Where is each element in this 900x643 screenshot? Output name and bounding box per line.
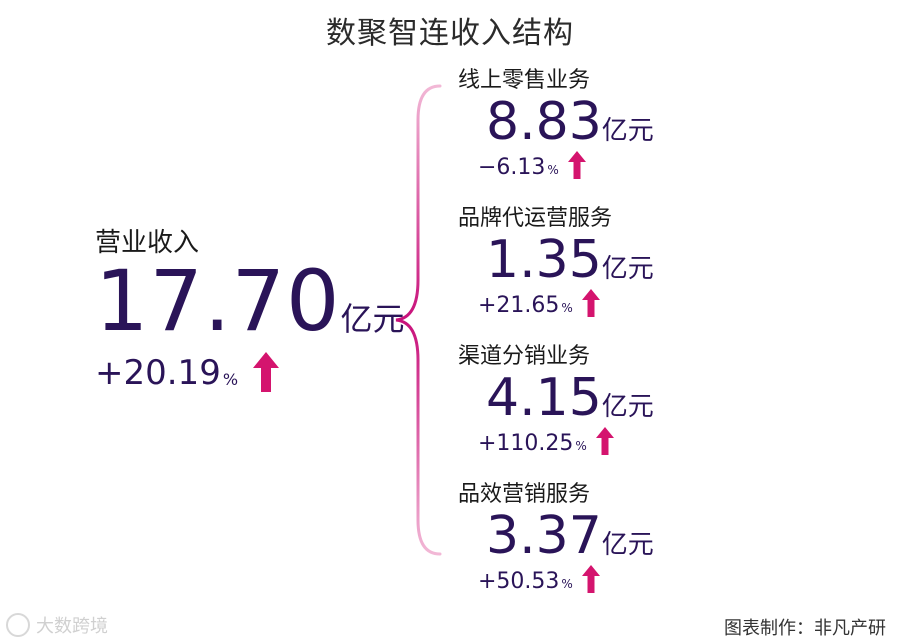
segment-value: 4.15 (486, 368, 602, 428)
segment-change-unit: % (575, 439, 587, 453)
segment-change: +110.25 (478, 431, 574, 456)
up-arrow-icon (581, 289, 600, 317)
segment-change-row: +110.25 % (478, 426, 646, 456)
up-arrow-icon (253, 352, 280, 392)
segment-label: 品效营销服务 (458, 482, 591, 507)
chart-credit: 图表制作：非凡产研 (724, 618, 886, 639)
segment-value: 1.35 (486, 230, 602, 290)
segment-change-unit: % (561, 577, 573, 591)
segment-change-row: +21.65 % (478, 288, 646, 318)
watermark: 大数跨境 (6, 612, 108, 638)
up-arrow-icon (567, 151, 586, 179)
total-value-row: 17.70亿元 (95, 259, 405, 343)
segment-change-unit: % (547, 163, 559, 177)
segment-value-row: 4.15亿元 (486, 372, 654, 424)
segment-change-row: +50.53 % (478, 564, 646, 594)
segment-online-retail: 线上零售业务 8.83亿元 −6.13 % (458, 62, 654, 180)
watermark-logo-icon (6, 613, 30, 637)
segment-unit: 亿元 (601, 530, 654, 560)
segment-brand-operation: 品牌代运营服务 1.35亿元 +21.65 % (458, 200, 654, 318)
segment-value: 3.37 (486, 506, 602, 566)
segment-change-unit: % (561, 301, 573, 315)
total-label: 营业收入 (95, 228, 200, 258)
total-change: +20.19 (95, 353, 221, 393)
segment-change: −6.13 (478, 155, 546, 180)
up-arrow-icon (595, 427, 614, 455)
total-revenue-block: 营业收入 17.70亿元 +20.19 % (95, 222, 405, 393)
curly-brace (395, 84, 442, 556)
watermark-text: 大数跨境 (36, 616, 108, 637)
segment-unit: 亿元 (601, 254, 654, 284)
segment-change: +21.65 (478, 293, 560, 318)
diagram-title: 数聚智连收入结构 (326, 16, 574, 51)
segment-label: 渠道分销业务 (458, 344, 591, 369)
total-change-row: +20.19 % (95, 351, 405, 393)
segment-label: 线上零售业务 (458, 68, 591, 93)
segment-value: 8.83 (486, 92, 602, 152)
segment-change-row: −6.13 % (478, 150, 646, 180)
segment-change: +50.53 (478, 569, 560, 594)
total-value: 17.70 (95, 252, 341, 350)
segment-unit: 亿元 (601, 392, 654, 422)
total-change-unit: % (222, 370, 239, 389)
segment-value-row: 8.83亿元 (486, 96, 654, 148)
up-arrow-icon (581, 565, 600, 593)
total-unit: 亿元 (340, 300, 405, 338)
segment-performance-marketing: 品效营销服务 3.37亿元 +50.53 % (458, 476, 654, 594)
segment-value-row: 3.37亿元 (486, 510, 654, 562)
segment-unit: 亿元 (601, 116, 654, 146)
segment-label: 品牌代运营服务 (458, 206, 613, 231)
segment-channel-distribution: 渠道分销业务 4.15亿元 +110.25 % (458, 338, 654, 456)
segment-value-row: 1.35亿元 (486, 234, 654, 286)
